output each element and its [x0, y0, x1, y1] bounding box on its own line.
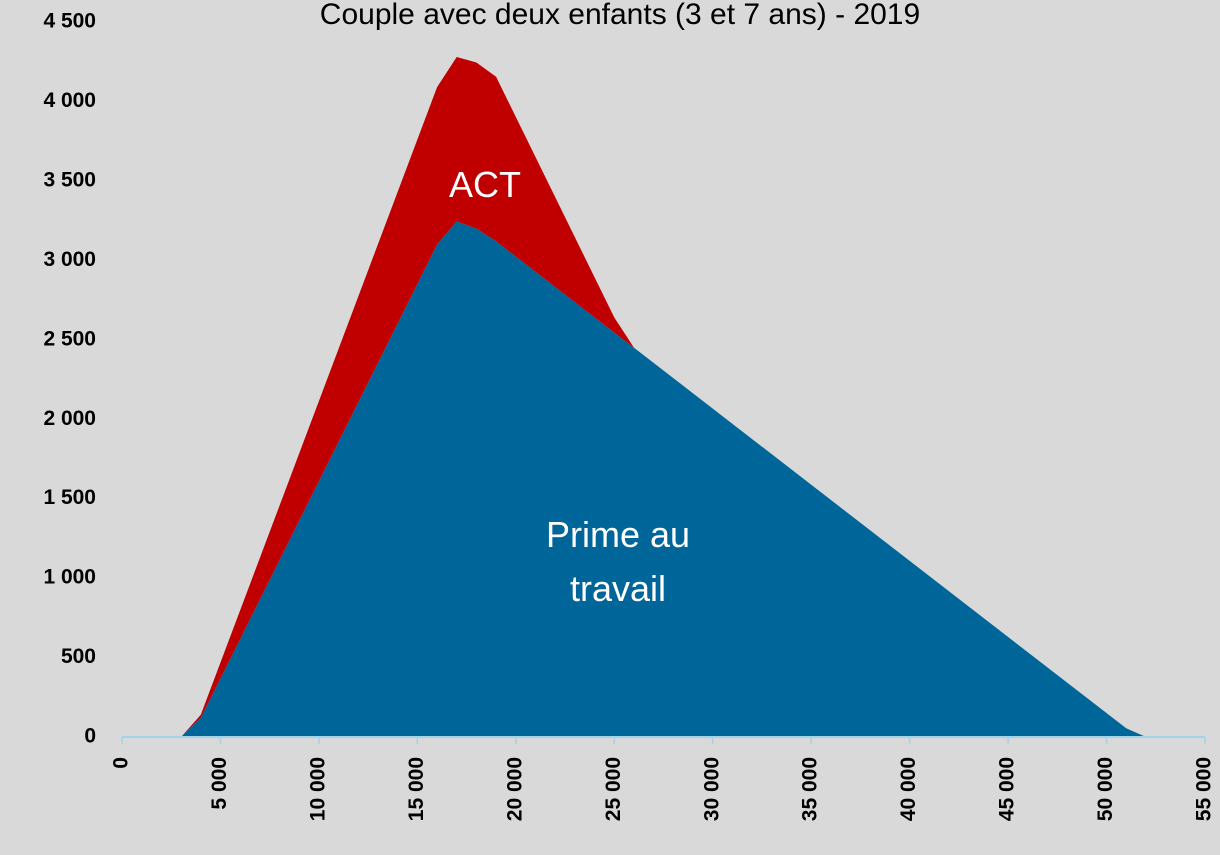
x-tick-label: 55 000 [1193, 757, 1216, 821]
x-tick-label: 5 000 [208, 757, 231, 810]
x-tick-label: 20 000 [503, 757, 526, 821]
y-tick-label: 500 [61, 645, 96, 668]
y-tick-label: 1 500 [43, 486, 96, 509]
y-tick-label: 4 000 [43, 89, 96, 112]
x-tick-label: 50 000 [1094, 757, 1117, 821]
y-tick-label: 2 000 [43, 407, 96, 430]
y-tick-label: 3 000 [43, 248, 96, 271]
area [122, 57, 1146, 737]
x-tick-label: 30 000 [700, 757, 723, 821]
chart-title: Couple avec deux enfants (3 et 7 ans) - … [320, 0, 920, 31]
y-tick-label: 0 [84, 725, 96, 748]
x-tick-label: 15 000 [405, 757, 428, 821]
y-tick-label: 3 500 [43, 168, 96, 191]
area [122, 221, 1146, 737]
x-tick-label: 40 000 [897, 757, 920, 821]
x-tick-label: 10 000 [306, 757, 329, 821]
y-tick-label: 1 000 [43, 566, 96, 589]
x-tick-label: 45 000 [996, 757, 1019, 821]
x-tick-label: 25 000 [602, 757, 625, 821]
area-label: Prime au travail [545, 514, 691, 609]
y-tick-label: 2 500 [43, 327, 96, 350]
y-tick-label: 4 500 [43, 10, 96, 33]
x-tick-label: 0 [110, 757, 133, 769]
x-tick-label: 35 000 [799, 757, 822, 821]
area-label: ACT [449, 164, 521, 205]
